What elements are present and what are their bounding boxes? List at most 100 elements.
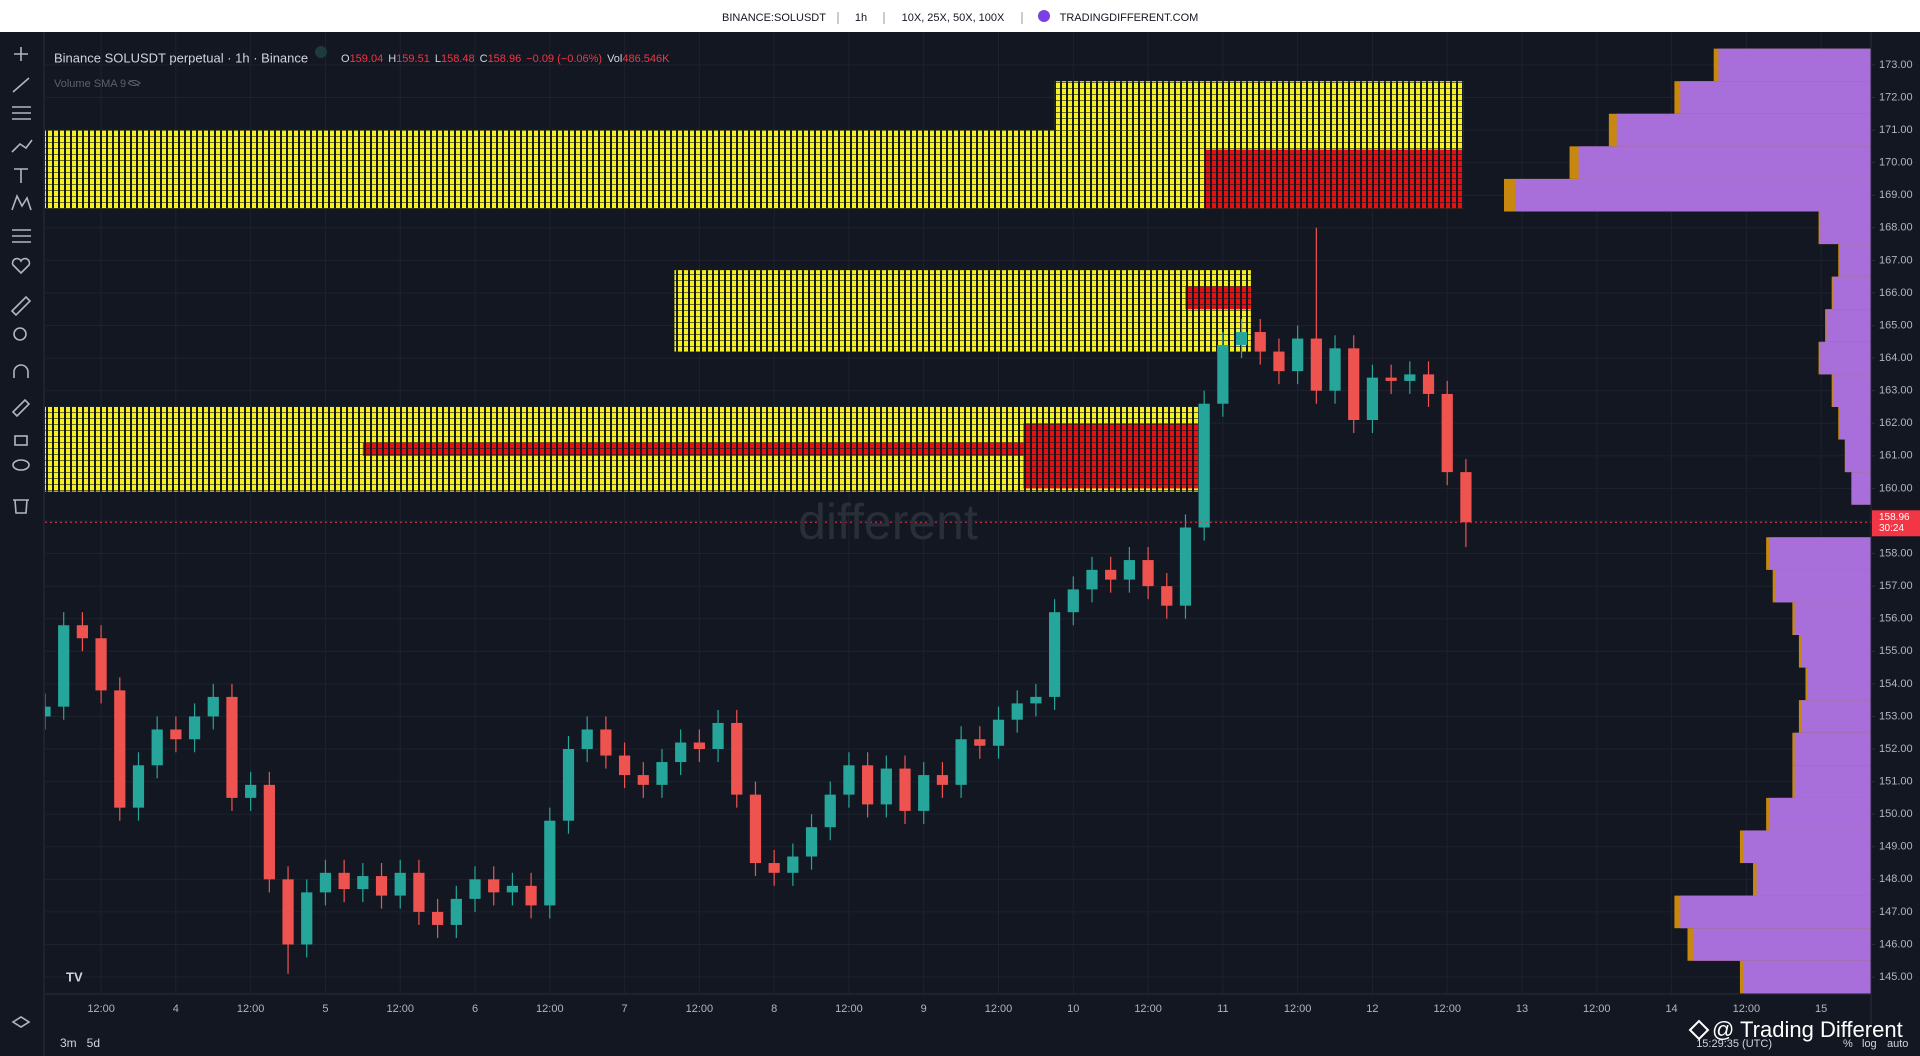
pattern-tool[interactable] — [11, 193, 32, 211]
ohlc-label: O — [341, 53, 350, 65]
profile-bar — [1807, 667, 1871, 701]
auto-toggle[interactable]: auto — [1887, 1038, 1908, 1050]
candle-body — [469, 879, 481, 899]
countdown-label: 30:24 — [1879, 523, 1904, 534]
profile-bar — [1839, 406, 1871, 440]
crosshair-tool[interactable] — [14, 47, 28, 61]
candle-body — [132, 765, 145, 808]
range-button[interactable]: 3m — [60, 1036, 77, 1050]
profile-bar — [1616, 113, 1871, 147]
magnet-tool[interactable] — [13, 364, 29, 378]
zone-hatch — [362, 442, 1203, 456]
ruler-tool[interactable] — [10, 295, 32, 317]
candle-body — [562, 749, 575, 821]
left-toolbar — [0, 32, 44, 1056]
indicator-label[interactable]: Volume SMA 9 — [54, 78, 126, 90]
lock-tool[interactable] — [14, 435, 28, 446]
profile-bar — [1832, 374, 1871, 407]
delete-tool[interactable] — [13, 499, 29, 514]
profile-bar — [1839, 244, 1871, 277]
ohlc-label: H — [388, 53, 396, 65]
zone-hatch — [674, 270, 1251, 352]
candle-body — [544, 820, 556, 906]
candle-body — [488, 879, 500, 893]
candle-body — [1011, 703, 1023, 720]
x-tick-label: 5 — [322, 1003, 328, 1015]
x-tick-label: 12:00 — [536, 1003, 564, 1015]
y-tick-label: 147.00 — [1879, 906, 1913, 918]
y-tick-label: 145.00 — [1879, 971, 1913, 983]
text-tool[interactable] — [14, 168, 28, 183]
candle-body — [1105, 569, 1117, 580]
profile-bar — [1515, 178, 1871, 212]
y-tick-label: 149.00 — [1879, 841, 1913, 853]
percent-toggle[interactable]: % — [1843, 1038, 1853, 1050]
favorites-tool[interactable] — [11, 257, 31, 275]
ohlc-legend: O159.04 H159.51 L158.48 C158.96 −0.09 (−0.06… — [341, 53, 670, 65]
site[interactable]: TRADINGDIFFERENT.COM — [1060, 12, 1199, 24]
candle-body — [918, 775, 930, 811]
candle-body — [151, 729, 163, 766]
plot-area — [45, 32, 1871, 994]
candle-body — [114, 690, 126, 808]
candle-body — [768, 863, 780, 873]
candle-body — [731, 722, 743, 795]
bottom-bar — [45, 1024, 1920, 1056]
high-value: 159.51 — [396, 53, 430, 65]
trendline-tool[interactable] — [12, 77, 30, 93]
candle-body — [95, 638, 107, 691]
x-tick-label: 7 — [622, 1003, 628, 1015]
candle-body — [1161, 586, 1173, 606]
profile-bar — [1693, 928, 1871, 961]
range-button[interactable]: 5d — [87, 1036, 100, 1050]
profile-bar — [1743, 960, 1871, 994]
zoom-tool[interactable] — [13, 327, 27, 341]
y-tick-label: 158.00 — [1879, 547, 1913, 559]
candle-body — [693, 742, 705, 750]
close-value: 158.96 — [488, 53, 522, 65]
draw-mode-tool[interactable] — [11, 398, 31, 418]
interval[interactable]: 1h — [855, 12, 867, 24]
x-tick-label: 12:00 — [87, 1003, 115, 1015]
profile-bar — [1680, 81, 1871, 114]
candle-body — [974, 739, 986, 746]
candle-body — [712, 722, 724, 750]
low-value: 158.48 — [441, 53, 475, 65]
hidden-icon[interactable] — [127, 79, 141, 87]
y-tick-label: 162.00 — [1879, 417, 1913, 429]
symbol[interactable]: BINANCE:SOLUSDT — [722, 12, 826, 24]
fib-tool[interactable] — [12, 106, 31, 120]
forecast-tool[interactable] — [12, 229, 31, 243]
candle-body — [1404, 374, 1416, 381]
profile-bar — [1801, 700, 1871, 733]
candle-body — [1460, 472, 1472, 523]
y-tick-label: 153.00 — [1879, 710, 1913, 722]
candle-body — [170, 729, 182, 740]
candle-body — [263, 784, 275, 880]
candle-body — [394, 872, 406, 896]
candle-body — [45, 706, 51, 717]
x-tick-label: 12:00 — [1433, 1003, 1461, 1015]
y-tick-label: 155.00 — [1879, 645, 1913, 657]
candle-body — [1385, 377, 1397, 381]
zone-hatch — [1185, 286, 1251, 310]
candle-body — [450, 898, 462, 925]
y-tick-label: 163.00 — [1879, 385, 1913, 397]
layers-tool[interactable] — [11, 1016, 31, 1028]
x-tick-label: 12:00 — [386, 1003, 414, 1015]
profile-bar — [1794, 602, 1871, 636]
candle-body — [1086, 569, 1098, 590]
x-tick-label: 12 — [1366, 1003, 1378, 1015]
open-value: 159.04 — [350, 53, 384, 65]
brush-tool[interactable] — [11, 139, 33, 153]
candle-body — [787, 856, 799, 873]
candle-body — [282, 879, 294, 945]
candle-body — [1366, 377, 1379, 420]
candle-body — [301, 892, 313, 945]
log-toggle[interactable]: log — [1862, 1038, 1877, 1050]
visibility-tool[interactable] — [12, 459, 30, 471]
candle-body — [506, 885, 519, 893]
candle-body — [1441, 393, 1453, 473]
y-tick-label: 146.00 — [1879, 938, 1913, 950]
